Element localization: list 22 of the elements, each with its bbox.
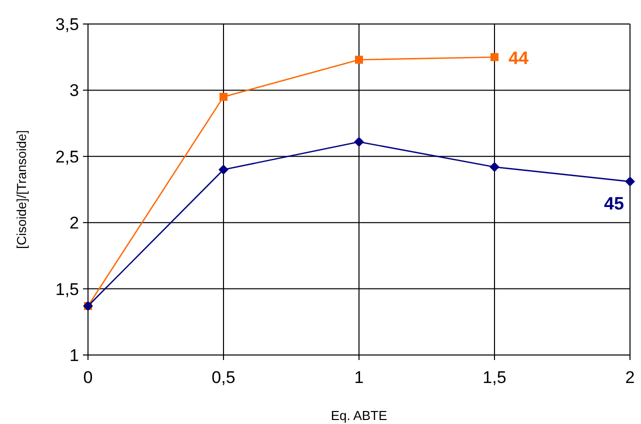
x-tick-label: 0,5	[212, 368, 236, 387]
y-tick-label: 2	[70, 214, 79, 233]
x-tick-label: 2	[625, 368, 635, 387]
point	[355, 56, 363, 64]
point	[218, 164, 228, 175]
series-label: 45	[604, 194, 624, 214]
x-axis-title: Eq. ABTE	[330, 408, 388, 423]
y-tick-label: 3	[70, 81, 79, 100]
y-tick-label: 3,5	[55, 15, 79, 34]
point	[625, 176, 635, 187]
point	[490, 162, 500, 172]
series-label: 44	[508, 48, 529, 68]
x-tick-label: 0	[83, 368, 93, 387]
x-tick-label: 1	[354, 368, 364, 387]
y-tick-label: 2,5	[55, 147, 79, 166]
point	[220, 92, 228, 101]
point	[354, 136, 364, 147]
y-tick-label: 1,5	[55, 280, 79, 299]
y-axis-title: [Cisoide]/[Transoide]	[14, 130, 29, 249]
x-tick-label: 1,5	[482, 368, 506, 387]
point	[490, 53, 498, 62]
y-tick-label: 1	[70, 346, 79, 365]
